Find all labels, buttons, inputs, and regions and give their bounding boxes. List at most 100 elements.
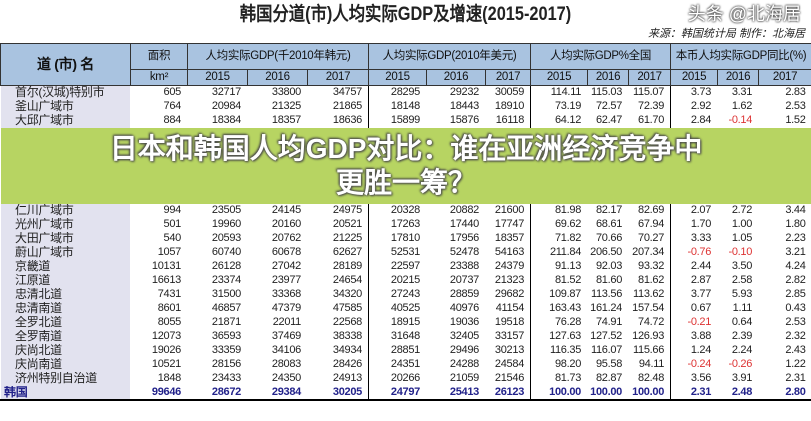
cell-value: 161.24 (587, 301, 629, 316)
cell-value: 81.52 (530, 273, 588, 288)
cell-value: 1.11 (717, 301, 759, 316)
cell-value: -0.26 (717, 357, 759, 372)
cell-value: 1848 (130, 371, 188, 386)
cell-value: 25413 (426, 385, 486, 401)
cell-value: 30213 (484, 343, 531, 358)
cell-value: 19518 (484, 315, 531, 330)
cell-value: 33359 (187, 343, 248, 358)
cell-value: 206.50 (587, 245, 629, 260)
cell-value: 2.43 (758, 343, 811, 358)
cell-value: 21325 (247, 99, 308, 114)
cell-value: 81.60 (587, 273, 629, 288)
table-row: 全罗南道 12073 36593 37469 38338 31648 32405 33157 1… (0, 329, 811, 344)
cell-value: 33157 (484, 329, 531, 344)
cell-value: 207.34 (628, 245, 671, 260)
cell-value: 71.82 (530, 231, 588, 246)
cell-value: 23388 (426, 259, 486, 274)
region-name: 庆尚北道 (0, 343, 131, 358)
table-row: 忠清北道 7431 31500 33368 34320 27243 28859 29682 10… (0, 287, 811, 302)
cell-value: 16118 (484, 113, 531, 128)
cell-value: 2.32 (758, 329, 811, 344)
cell-value: 33800 (247, 85, 308, 100)
cell-value: 52531 (368, 245, 427, 260)
table-row: 京畿道 10131 26128 27042 28189 22597 23388 24379 91… (0, 259, 811, 274)
cell-value: 20160 (247, 217, 308, 232)
cell-value: 62.47 (587, 113, 629, 128)
cell-value: 47379 (247, 301, 308, 316)
region-name: 庆尚南道 (0, 357, 131, 372)
cell-value: 20882 (426, 203, 486, 218)
cell-value: 17440 (426, 217, 486, 232)
cell-value: 18384 (187, 113, 248, 128)
cell-value: 22597 (368, 259, 427, 274)
cell-value: 64.12 (530, 113, 588, 128)
cell-value: 20762 (247, 231, 308, 246)
cell-value: -0.24 (670, 357, 718, 372)
table-row: 庆尚南道 10521 28156 28083 28426 24351 24288 24584 9… (0, 357, 811, 372)
header-year: 2015 (187, 69, 248, 86)
region-name: 韩国 (0, 385, 131, 401)
cell-value: 17747 (484, 217, 531, 232)
cell-value: 2.72 (717, 203, 759, 218)
cell-value: 18443 (426, 99, 486, 114)
header-year: 2017 (628, 69, 672, 86)
cell-value: 1.24 (670, 343, 718, 358)
cell-value: 3.73 (670, 85, 718, 100)
region-name: 京畿道 (0, 259, 131, 274)
cell-value: 2.58 (717, 273, 759, 288)
cell-value: 24351 (368, 357, 427, 372)
cell-value: 113.56 (587, 287, 629, 302)
cell-value: 18357 (484, 231, 531, 246)
cell-value: 18148 (368, 99, 427, 114)
cell-value: 540 (130, 231, 188, 246)
cell-value: 115.66 (628, 343, 671, 358)
cell-value: 100.00 (530, 385, 588, 401)
header-year: 2016 (717, 69, 760, 86)
cell-value: 21871 (187, 315, 248, 330)
cell-value: 2.31 (758, 371, 811, 386)
cell-value: 92.03 (587, 259, 629, 274)
cell-value: 3.56 (670, 371, 718, 386)
cell-value: 81.62 (628, 273, 671, 288)
cell-value: 2.53 (758, 99, 811, 114)
cell-value: 74.72 (628, 315, 671, 330)
cell-value: 3.91 (717, 371, 759, 386)
cell-value: 2.92 (670, 99, 718, 114)
cell-value: 1.62 (717, 99, 759, 114)
cell-value: 46857 (187, 301, 248, 316)
cell-value: 72.57 (587, 99, 629, 114)
cell-value: 20593 (187, 231, 248, 246)
cell-value: 19960 (187, 217, 248, 232)
cell-value: 31648 (368, 329, 427, 344)
cell-value: 54163 (484, 245, 531, 260)
table-row: 济州特别自治道 1848 23433 24350 24913 20266 21059 2154… (0, 371, 811, 386)
cell-value: 2.39 (717, 329, 759, 344)
cell-value: 29232 (426, 85, 486, 100)
cell-value: 82.48 (628, 371, 671, 386)
cell-value: 81.73 (530, 371, 588, 386)
table-row: 蔚山广域市 1057 60740 60678 62627 52531 52478 54163 2… (0, 245, 811, 260)
cell-value: 68.61 (587, 217, 629, 232)
cell-value: 127.63 (530, 329, 588, 344)
cell-value: 211.84 (530, 245, 588, 260)
cell-value: 127.52 (587, 329, 629, 344)
cell-value: 1.05 (717, 231, 759, 246)
cell-value: 28295 (368, 85, 427, 100)
cell-value: 20737 (426, 273, 486, 288)
cell-value: 157.54 (628, 301, 671, 316)
cell-value: 32405 (426, 329, 486, 344)
cell-value: -0.21 (670, 315, 718, 330)
cell-value: 98.20 (530, 357, 588, 372)
cell-value: 116.07 (587, 343, 629, 358)
cell-value: 17263 (368, 217, 427, 232)
cell-value: 19036 (426, 315, 486, 330)
cell-value: -0.10 (717, 245, 759, 260)
cell-value: 70.27 (628, 231, 671, 246)
cell-value: 23505 (187, 203, 248, 218)
cell-value: 81.98 (530, 203, 588, 218)
cell-value: 34757 (307, 85, 369, 100)
cell-value: 27243 (368, 287, 427, 302)
cell-value: 19026 (130, 343, 188, 358)
cell-value: 21225 (307, 231, 369, 246)
cell-value: 34320 (307, 287, 369, 302)
